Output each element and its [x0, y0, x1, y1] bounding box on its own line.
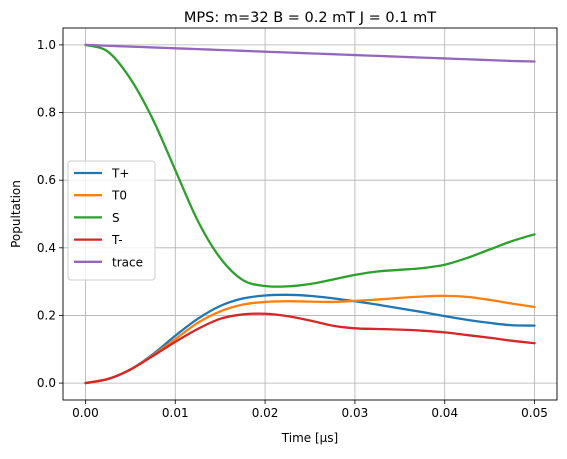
legend-label: S [112, 211, 120, 225]
x-tick-label: 0.00 [72, 406, 99, 420]
y-tick-label: 0.6 [37, 173, 56, 187]
series-line-t-plus [84, 293, 536, 385]
y-tick-label: 0.2 [37, 308, 56, 322]
x-tick-label: 0.04 [431, 406, 458, 420]
x-axis-label: Time [μs] [281, 431, 338, 445]
legend: T+ T0 S T-trace [67, 160, 156, 281]
y-tick-label: 0.4 [37, 241, 56, 255]
legend-label: trace [112, 255, 143, 269]
x-tick-label: 0.03 [342, 406, 369, 420]
legend-box [67, 160, 156, 281]
x-axis-ticks: 0.00 0.01 0.02 0.03 0.04 0.05 [72, 400, 548, 420]
x-tick-label: 0.02 [252, 406, 279, 420]
x-tick-label: 0.05 [521, 406, 548, 420]
y-tick-label: 1.0 [37, 38, 56, 52]
legend-label: T- [111, 233, 123, 247]
x-tick-label: 0.01 [162, 406, 189, 420]
chart-title: MPS: m=32 B = 0.2 mT J = 0.1 mT [184, 10, 436, 26]
y-tick-label: 0.8 [37, 106, 56, 120]
y-tick-label: 0.0 [37, 376, 56, 390]
plot-frame [62, 27, 558, 401]
y-axis-ticks: 0.0 0.2 0.4 0.6 0.8 1.0 [37, 38, 63, 390]
series-line-trace [84, 43, 536, 63]
series-line-t-minus [84, 312, 536, 385]
series-lines [84, 43, 536, 385]
legend-label: T0 [111, 189, 127, 203]
y-axis-label: Popultation [9, 180, 23, 248]
legend-label: T+ [111, 167, 129, 181]
series-line-s [84, 43, 536, 288]
